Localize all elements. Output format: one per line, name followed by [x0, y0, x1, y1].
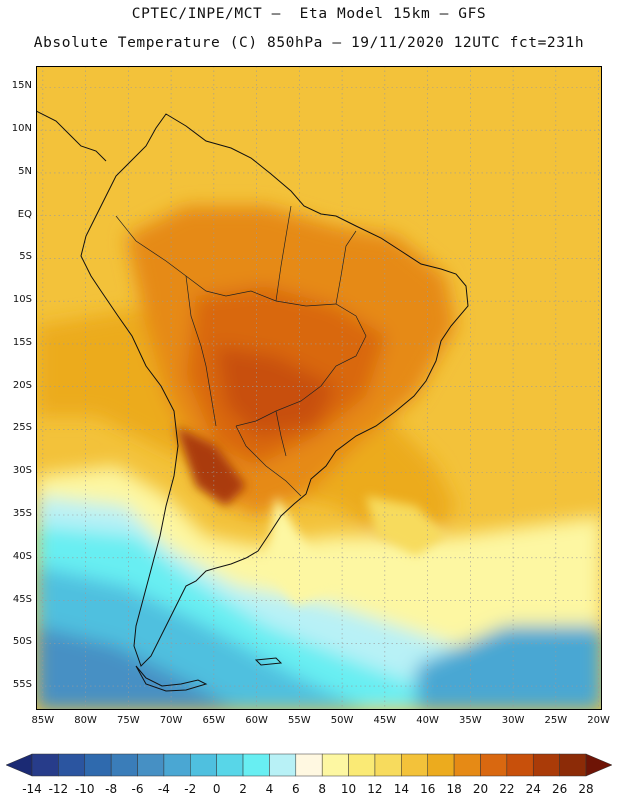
- color-bar-label: 28: [578, 782, 594, 796]
- color-bar-swatch: [427, 753, 455, 777]
- longitude-label: 70W: [159, 715, 183, 726]
- color-bar-label: 8: [318, 782, 326, 796]
- color-bar-label: 20: [472, 782, 489, 796]
- latitude-label: EQ: [17, 208, 32, 220]
- latitude-label: 10S: [12, 294, 32, 306]
- color-bar-swatch: [216, 753, 244, 777]
- color-bar-label: 6: [291, 782, 300, 796]
- color-bar-swatch: [321, 753, 349, 777]
- longitude-label: 30W: [501, 715, 525, 726]
- color-bar-swatch: [31, 753, 59, 777]
- graticule: [36, 66, 602, 710]
- latitude-label: 45S: [12, 593, 32, 605]
- color-bar-swatch: [190, 753, 217, 777]
- color-bar-under-triangle: [6, 753, 33, 777]
- color-bar-swatch: [506, 753, 534, 777]
- color-bar-swatch: [242, 753, 270, 777]
- longitude-label: 55W: [288, 715, 311, 726]
- longitude-label: 20W: [587, 715, 610, 726]
- longitude-label: 35W: [459, 715, 482, 726]
- latitude-label: 15S: [12, 336, 32, 348]
- color-bar-swatch: [163, 753, 191, 777]
- color-bar-swatch: [137, 753, 165, 777]
- latitude-label: 5N: [18, 165, 32, 177]
- color-bar-swatch: [84, 753, 112, 777]
- map-frame: [36, 66, 602, 710]
- latitude-label: 20S: [12, 379, 32, 391]
- color-bar-label: -12: [48, 782, 69, 796]
- latitude-label: 30S: [12, 465, 32, 477]
- color-bar-label: -8: [105, 782, 118, 796]
- color-bar-swatch: [559, 753, 587, 777]
- longitude-label: 85W: [31, 715, 55, 726]
- temperature-field: [36, 66, 602, 710]
- longitude-label: 60W: [245, 715, 268, 726]
- longitude-label: 25W: [544, 715, 568, 726]
- color-bar-swatch: [295, 753, 323, 777]
- longitude-label: 80W: [74, 715, 97, 726]
- color-bar-label: 0: [212, 782, 221, 796]
- color-bar-label: 12: [367, 782, 383, 796]
- color-bar-label: -6: [131, 782, 144, 796]
- color-bar-swatch: [453, 753, 481, 777]
- latitude-label: 5S: [19, 251, 32, 263]
- longitude-label: 45W: [373, 715, 397, 726]
- color-bar-label: -4: [157, 782, 170, 796]
- borders: [115, 205, 367, 497]
- color-bar-label: 2: [239, 782, 247, 796]
- longitude-label: 65W: [202, 715, 226, 726]
- latitude-label: 55S: [12, 679, 32, 691]
- color-bar-label: 14: [393, 782, 409, 796]
- map-title: CPTEC/INPE/MCT – Eta Model 15km – GFS: [131, 6, 487, 22]
- color-bar-swatch: [348, 753, 376, 777]
- color-bar-label: -10: [74, 782, 95, 796]
- color-bar-label: 16: [420, 782, 436, 796]
- color-bar-label: 18: [446, 782, 462, 796]
- latitude-label: 25S: [12, 422, 32, 434]
- longitude-label: 75W: [117, 715, 140, 726]
- color-bar-label: 4: [265, 782, 274, 796]
- longitude-label: 50W: [330, 715, 354, 726]
- color-bar-label: 10: [340, 782, 357, 796]
- color-bar-swatch: [269, 753, 297, 777]
- latitude-label: 40S: [12, 550, 32, 562]
- latitude-label: 50S: [12, 636, 32, 648]
- color-bar-over-triangle: [585, 753, 612, 777]
- latitude-label: 15N: [11, 80, 32, 92]
- color-bar-swatch: [110, 753, 138, 777]
- color-bar-label: -14: [22, 782, 42, 796]
- coastline: [36, 110, 469, 692]
- color-bar-label: -2: [184, 782, 197, 796]
- color-bar-label: 22: [499, 782, 515, 796]
- temperature-map: [36, 66, 602, 710]
- latitude-label: 10N: [11, 123, 32, 135]
- color-bar-swatch: [401, 753, 428, 777]
- longitude-label: 40W: [416, 715, 439, 726]
- color-bar-label: 24: [525, 782, 541, 796]
- color-bar-swatch: [58, 753, 86, 777]
- color-bar-swatch: [374, 753, 402, 777]
- color-bar-swatch: [480, 753, 508, 777]
- color-bar-swatch: [532, 753, 560, 777]
- map-subtitle: Absolute Temperature (C) 850hPa – 19/11/…: [33, 35, 585, 51]
- color-bar: [6, 753, 612, 777]
- latitude-label: 35S: [12, 508, 32, 519]
- color-bar-label: 26: [551, 782, 568, 796]
